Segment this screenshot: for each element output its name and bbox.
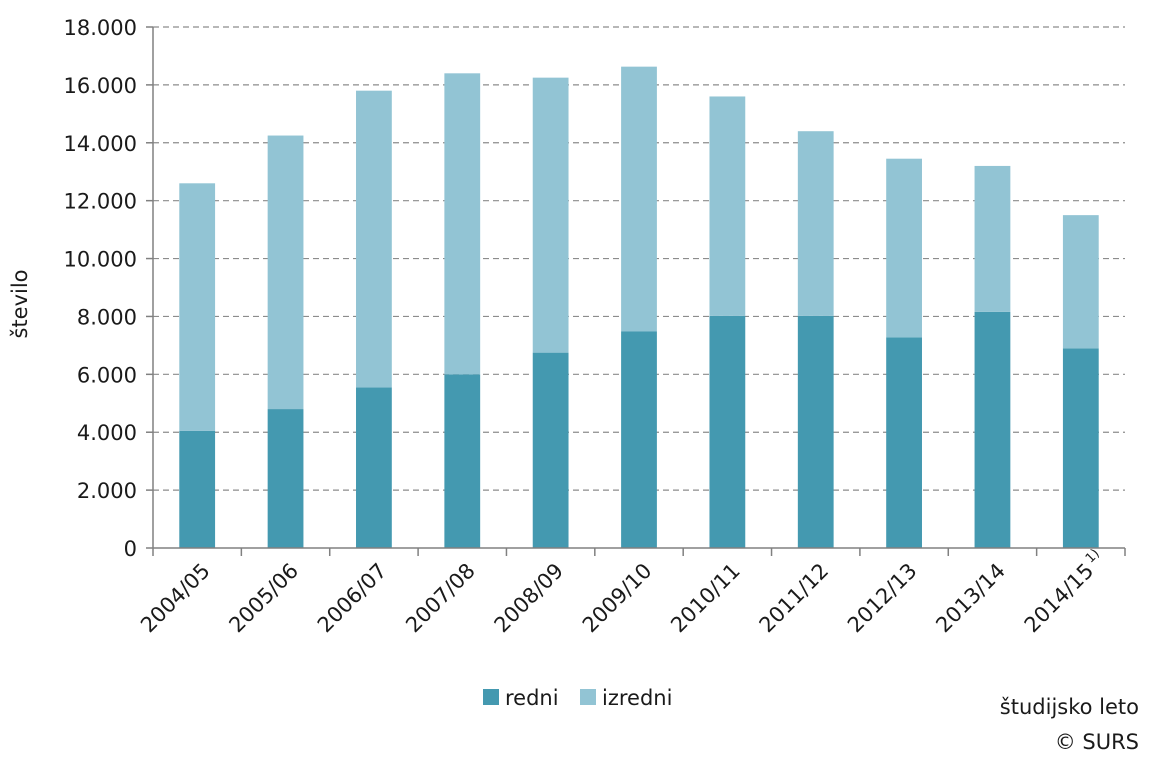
x-tick-label: 2011/12 [755, 559, 834, 638]
x-tick-label-group: 2010/11 [666, 559, 745, 638]
x-tick-label-group: 2014/151) [1020, 546, 1103, 638]
x-tick-label: 2014/15 [1020, 559, 1099, 638]
legend-label-redni: redni [505, 686, 559, 710]
y-tick-label: 18.000 [64, 16, 137, 40]
bar-izredni [709, 96, 746, 316]
bars [179, 66, 1099, 548]
bar-redni [267, 409, 304, 548]
bar-izredni [532, 77, 569, 353]
legend-swatch-redni [483, 689, 499, 705]
bar-redni [886, 337, 922, 548]
bar-redni [1062, 348, 1099, 548]
bar-izredni [974, 165, 1011, 312]
y-tick-label: 8.000 [77, 305, 137, 329]
y-tick-label: 14.000 [64, 132, 137, 156]
bar-redni [356, 387, 392, 548]
y-axis-label: število [8, 269, 32, 338]
y-tick-labels: 0 2.000 4.000 6.000 8.000 10.000 12.000 14.000 1… [64, 16, 137, 561]
bar-izredni [444, 73, 481, 375]
y-tick-label: 0 [124, 537, 137, 561]
bar-redni [621, 331, 657, 548]
bar-redni [532, 352, 569, 548]
x-tick-label-group: 2008/09 [490, 559, 569, 638]
x-tick-label-group: 2004/05 [136, 559, 215, 638]
x-tick-label-group: 2012/13 [843, 559, 922, 638]
x-tick-label-group: 2009/10 [578, 559, 657, 638]
bar-redni [444, 374, 481, 548]
y-tick-label: 2.000 [77, 479, 137, 503]
x-tick-label: 2013/14 [931, 559, 1010, 638]
x-tick-label-group: 2005/06 [224, 559, 303, 638]
bar-izredni [621, 66, 657, 332]
x-tick-label-group: 2013/14 [931, 559, 1010, 638]
bar-izredni [797, 131, 834, 316]
legend-swatch-izredni [580, 689, 596, 705]
axes [146, 26, 1126, 556]
bar-izredni [267, 135, 304, 410]
x-tick-label: 2008/09 [490, 559, 569, 638]
bar-redni [797, 315, 834, 548]
bar-izredni [179, 183, 216, 431]
x-tick-label-group: 2007/08 [401, 559, 480, 638]
bar-izredni [356, 90, 392, 388]
legend: redni izredni [483, 686, 672, 710]
y-tick-label: 4.000 [77, 421, 137, 445]
bar-izredni [1062, 215, 1099, 349]
x-tick-label-group: 2006/07 [313, 559, 392, 638]
x-tick-label: 2006/07 [313, 559, 392, 638]
source-label: © SURS [1055, 730, 1139, 754]
x-axis-label: študijsko leto [1000, 695, 1139, 719]
x-tick-label: 2004/05 [136, 559, 215, 638]
y-tick-label: 6.000 [77, 363, 137, 387]
x-tick-label-group: 2011/12 [755, 559, 834, 638]
bar-izredni [886, 158, 922, 338]
x-tick-label: 2012/13 [843, 559, 922, 638]
x-tick-label: 2005/06 [224, 559, 303, 638]
bar-redni [179, 430, 216, 548]
y-tick-label: 10.000 [64, 248, 137, 272]
bar-redni [974, 311, 1011, 548]
bar-redni [709, 315, 746, 548]
x-tick-label: 2009/10 [578, 559, 657, 638]
legend-label-izredni: izredni [602, 686, 672, 710]
x-tick-label: 2010/11 [666, 559, 745, 638]
x-tick-label: 2007/08 [401, 559, 480, 638]
y-tick-label: 16.000 [64, 74, 137, 98]
x-tick-labels: 2004/05 2005/06 2006/07 2007/08 2008/09 2009/… [136, 546, 1103, 638]
y-tick-label: 12.000 [64, 190, 137, 214]
